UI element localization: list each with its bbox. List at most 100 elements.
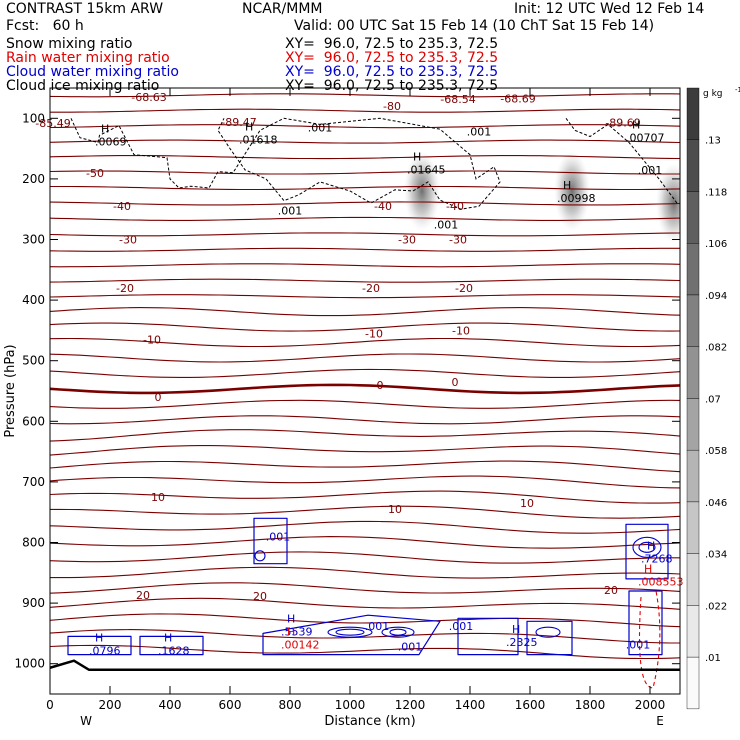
- isotherm-line: [50, 124, 680, 129]
- rain-max-value: .008553: [638, 576, 684, 589]
- header-model: CONTRAST 15km ARW: [6, 1, 164, 17]
- cloud-water-max-marker: H: [95, 632, 103, 645]
- snow-contour-label: .001: [434, 218, 459, 231]
- legend-name-cloud-water: Cloud water mixing ratio: [6, 64, 179, 80]
- isotherm-label: -40: [113, 200, 131, 213]
- legend-xy-snow: XY= 96.0, 72.5 to 235.3, 72.5: [285, 36, 499, 52]
- snow-max-marker: H: [563, 179, 571, 192]
- x-tick-label: 400: [159, 698, 182, 712]
- cloud-water-contour: [67, 635, 132, 656]
- rain-contour: [638, 590, 661, 689]
- cloud-water-contour-label: .001: [365, 620, 390, 633]
- isotherm-line: [50, 108, 680, 113]
- isotherm-line: [50, 490, 680, 504]
- legend-xy-cloud-ice: XY= 96.0, 72.5 to 235.3, 72.5: [285, 78, 499, 94]
- isotherm-label: -30: [398, 234, 416, 247]
- isotherm-label: -89.69: [605, 117, 640, 130]
- y-axis-title: Pressure (hPa): [3, 344, 18, 437]
- isotherm-label: -40: [374, 200, 392, 213]
- colorbar-tick-label: .034: [705, 550, 727, 561]
- isotherm-label: -68.69: [500, 92, 535, 105]
- snow-max-value: .0069: [95, 136, 127, 149]
- isotherm-line: [50, 597, 680, 610]
- isotherm-label: 10: [520, 497, 534, 510]
- colorbar-swatch: [686, 243, 700, 296]
- isotherm-line: [50, 399, 680, 409]
- ground-line: [49, 659, 680, 672]
- isotherm-line: [50, 644, 680, 660]
- y-tick-label: 600: [22, 414, 45, 428]
- cloud-water-contour-label: .001: [266, 530, 291, 543]
- isotherm-line: [50, 429, 680, 442]
- cloud-water-max-value: .0796: [89, 645, 121, 658]
- isotherm-line: [50, 294, 680, 299]
- isotherm-line: [50, 415, 680, 425]
- isotherm-line: [50, 93, 680, 98]
- isotherm-label: -20: [362, 282, 380, 295]
- isotherm-line: [50, 582, 680, 594]
- isotherm-label: 20: [604, 584, 618, 597]
- colorbar-unit-exponent: -1: [735, 86, 740, 94]
- colorbar-tick-label: .046: [705, 498, 727, 509]
- isotherm-line: [50, 232, 680, 237]
- isotherm-line: [50, 155, 680, 160]
- y-tick-label: 700: [22, 475, 45, 489]
- cloud-water-contour: [253, 517, 288, 565]
- y-tick-label: 1000: [14, 657, 45, 671]
- cloud-water-max-marker: H: [647, 540, 655, 553]
- isotherm-label: -50: [86, 167, 104, 180]
- colorbar-swatch: [686, 191, 700, 244]
- cloud-water-contour: [535, 626, 561, 638]
- isotherm-line: [50, 247, 680, 252]
- isotherm-label: -85.49: [35, 117, 70, 130]
- rain-max-marker: H: [287, 626, 295, 639]
- isotherm-line: [50, 536, 680, 549]
- colorbar-unit: g kg: [703, 89, 723, 99]
- cloud-water-contour: [327, 626, 373, 638]
- cloud-water-max-value: .2325: [506, 636, 538, 649]
- x-tick-label: 1600: [515, 698, 546, 712]
- x-tick-label: 800: [279, 698, 302, 712]
- isotherm-line: [50, 139, 680, 144]
- y-tick-label: 800: [22, 536, 45, 550]
- isotherm-label: -20: [116, 282, 134, 295]
- isotherm-line: [50, 337, 680, 348]
- snow-max-value: .00707: [626, 131, 665, 144]
- isotherm-label: 0: [155, 391, 162, 404]
- isotherm-label: -68.54: [440, 93, 475, 106]
- legend-name-cloud-ice: Cloud ice mixing ratio: [6, 78, 160, 94]
- colorbar-tick-label: .118: [705, 187, 727, 198]
- colorbar-swatch: [686, 398, 700, 451]
- colorbar-swatch: [686, 501, 700, 554]
- isotherm-line: [50, 307, 680, 317]
- cloud-water-contour-label: .001: [449, 620, 474, 633]
- isotherm-label: -40: [446, 200, 464, 213]
- rain-max-value: .00142: [281, 639, 320, 652]
- isotherm-label: -68.63: [131, 91, 166, 104]
- cloud-water-contour: [638, 541, 656, 553]
- colorbar-swatch: [686, 656, 700, 710]
- isotherm-label: 10: [388, 503, 402, 516]
- snow-contour-label: .001: [467, 126, 492, 139]
- isotherm-line: [50, 566, 680, 579]
- x-end-label-east: E: [656, 714, 664, 728]
- x-tick-label: 0: [46, 698, 54, 712]
- x-tick-label: 200: [99, 698, 122, 712]
- colorbar-swatch: [686, 346, 700, 399]
- colorbar-tick-label: .022: [705, 601, 727, 612]
- isotherm-line: [50, 185, 680, 191]
- cloud-ice-blob: [656, 163, 680, 244]
- x-tick-label: 600: [219, 698, 242, 712]
- snow-max-marker: H: [245, 120, 253, 133]
- header-init: Init: 12 UTC Wed 12 Feb 14: [514, 1, 705, 17]
- colorbar-swatch: [686, 139, 700, 192]
- cloud-water-contour: [139, 635, 204, 656]
- colorbar-swatch: [686, 449, 700, 503]
- cloud-water-max-value: .7268: [641, 553, 673, 566]
- x-tick-label: 1200: [395, 698, 426, 712]
- isotherm-line: [50, 629, 680, 644]
- rain-max-marker: H: [644, 563, 652, 576]
- colorbar-swatch: [686, 87, 700, 140]
- cloud-water-contour: [254, 550, 266, 562]
